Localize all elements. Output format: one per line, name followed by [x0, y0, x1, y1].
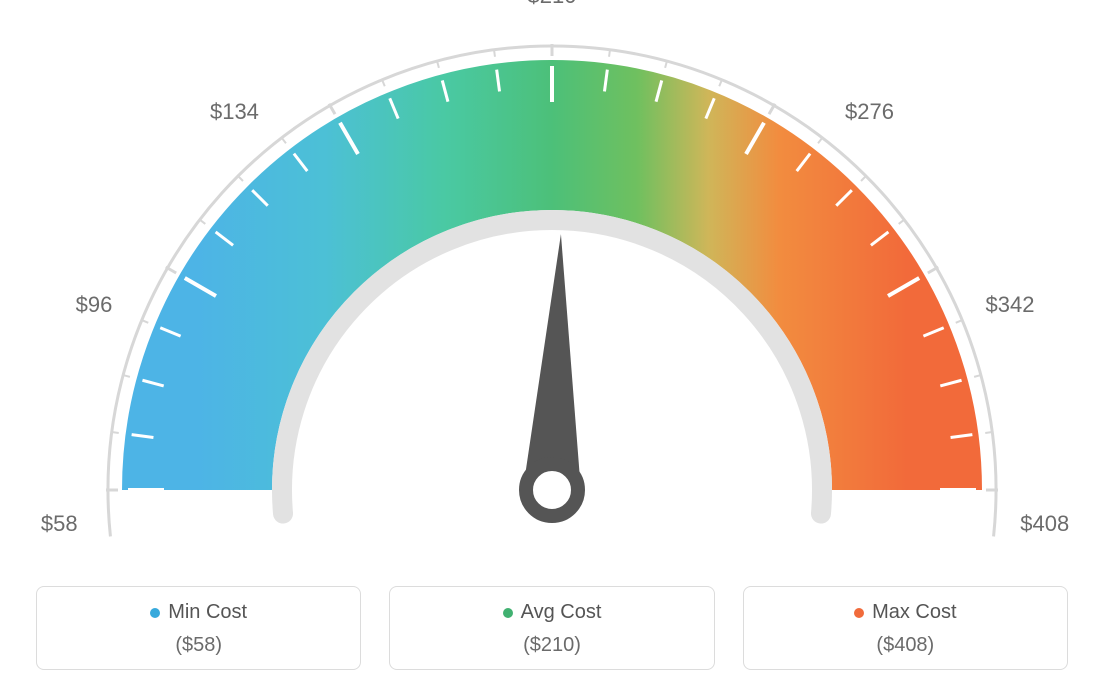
legend-value-min: ($58): [47, 634, 350, 657]
legend-card-avg: Avg Cost ($210): [389, 586, 714, 670]
legend-card-min: Min Cost ($58): [36, 586, 361, 670]
legend-dot-avg: [503, 608, 513, 618]
gauge-tick-label: $58: [41, 511, 78, 537]
legend-value-avg: ($210): [400, 634, 703, 657]
gauge-chart: $58 $96 $134 $210 $276 $342 $408: [0, 0, 1104, 560]
legend-label-max: Max Cost: [872, 601, 956, 624]
gauge-tick-label: $134: [210, 99, 259, 125]
gauge-tick-label: $342: [986, 292, 1035, 318]
legend-dot-max: [854, 608, 864, 618]
legend-label-avg: Avg Cost: [521, 601, 602, 624]
gauge-tick-label: $408: [1020, 511, 1069, 537]
legend-row: Min Cost ($58) Avg Cost ($210) Max Cost …: [0, 586, 1104, 670]
gauge-tick-label: $276: [845, 99, 894, 125]
legend-value-max: ($408): [754, 634, 1057, 657]
legend-dot-min: [150, 608, 160, 618]
legend-card-max: Max Cost ($408): [743, 586, 1068, 670]
gauge-tick-label: $210: [528, 0, 577, 9]
gauge-tick-label: $96: [76, 292, 113, 318]
legend-label-min: Min Cost: [168, 601, 247, 624]
